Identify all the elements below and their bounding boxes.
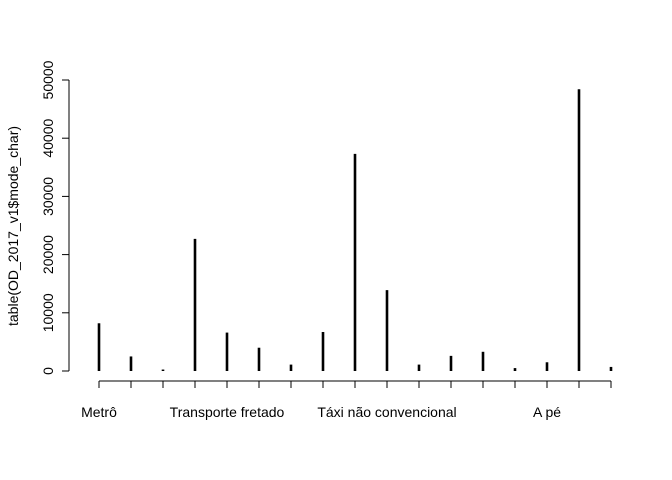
x-tick-label: Transporte fretado (170, 404, 285, 420)
x-tick-label: Táxi não convencional (317, 404, 456, 420)
y-axis-title: table(OD_2017_v1$mode_char) (5, 126, 21, 326)
x-tick-label: Metrô (81, 404, 117, 420)
y-tick-label: 30000 (40, 177, 56, 216)
y-tick-label: 0 (40, 367, 56, 375)
y-axis: 0 10000 20000 30000 40000 50000 (40, 60, 70, 375)
bars (97, 89, 613, 371)
y-tick-label: 50000 (40, 60, 56, 99)
y-tick-label: 10000 (40, 293, 56, 332)
y-tick-label: 40000 (40, 119, 56, 158)
y-tick-label: 20000 (40, 235, 56, 274)
x-axis: Metrô Transporte fretado Táxi não convenci… (81, 380, 612, 420)
x-tick-label: A pé (533, 404, 561, 420)
